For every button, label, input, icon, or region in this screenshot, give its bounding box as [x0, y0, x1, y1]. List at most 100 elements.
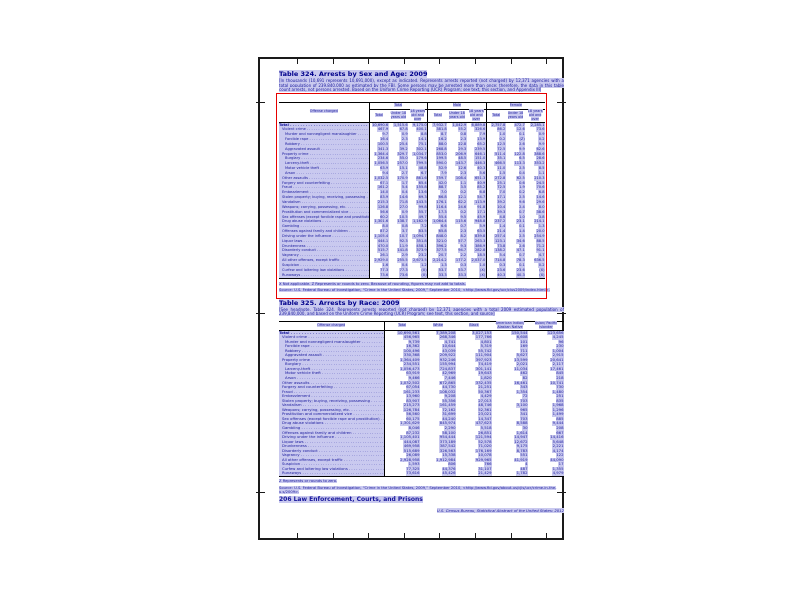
value-cell: 1.6 — [368, 262, 389, 268]
value-cell: 62.6 — [535, 146, 545, 152]
table-row: Larceny-theft1,056,473 724,837 301,141 11,0… — [279, 366, 564, 372]
value-cell: 17.1 — [485, 195, 506, 200]
offense-label: All other offenses, except traffic — [279, 457, 384, 463]
table324-group-header-row: Offense charged Total Male Female — [279, 102, 545, 114]
value-cell: 0.9 — [401, 132, 409, 138]
value-cell: 39.2 — [485, 200, 506, 205]
group-male: Male — [427, 102, 487, 110]
value-cell: 45,426 — [441, 471, 456, 476]
table-row: Stolen property; buying, receiving, poss… — [279, 195, 545, 200]
value-cell: 111,904 — [475, 353, 492, 358]
table-row: Forgery and counterfeiting67.1 1.7 65.442.… — [279, 180, 545, 186]
value-cell: 234.6 — [368, 156, 389, 162]
value-cell: 113.3 — [513, 161, 526, 167]
offense-label: Forgery and counterfeiting — [279, 180, 369, 186]
value-cell: 0.1 — [518, 262, 526, 268]
value-cell: 397,923 — [475, 357, 492, 363]
table-row: Forcible rape16.42.314.116.22.313.90.2(Z… — [279, 137, 545, 142]
value-cell: 66.8 — [427, 195, 448, 200]
value-cell: 31,107 — [477, 466, 492, 472]
value-cell: 15.1 — [399, 166, 409, 171]
value-cell: 7,446 — [444, 375, 456, 381]
table325: Offense charged Total White Black Americ… — [279, 320, 564, 477]
value-cell: 44,090 — [549, 457, 564, 463]
offense-label: Curfew and loitering law violations — [279, 267, 369, 273]
value-cell: 466.5 — [485, 161, 506, 167]
section-footer: 206 Law Enforcement, Courts, and Prisons — [279, 496, 423, 504]
value-cell: 83,907 — [383, 398, 420, 404]
value-cell: 6.8 — [479, 190, 486, 196]
value-cell: 1,056.5 — [368, 161, 389, 167]
value-cell: 255.5 — [396, 258, 409, 263]
value-cell: 1.4 — [518, 229, 526, 234]
value-cell: 470.0 — [368, 243, 389, 249]
offense-label: Property crime — [279, 151, 369, 157]
value-cell: 1,032.5 — [368, 175, 389, 181]
table-row: Total10,690.6 1,515.69,175.07,932.71,042.… — [279, 122, 545, 128]
value-cell: 169 — [519, 344, 528, 349]
col-header: 18 years old and over — [410, 108, 426, 121]
value-cell: 16.4 — [368, 137, 389, 142]
value-cell: 14,416 — [549, 435, 564, 440]
value-cell: 257.0 — [396, 161, 409, 167]
offense-label: Stolen property; buying, receiving, poss… — [279, 195, 369, 200]
value-cell: 4,245 — [552, 335, 564, 340]
value-cell: 40.3 — [516, 272, 526, 278]
value-cell: 17.3 — [427, 209, 448, 215]
col-header: Under 18 years old — [449, 110, 465, 119]
value-cell: 1,301,629 — [383, 421, 420, 426]
value-cell: 3.8 — [538, 214, 545, 220]
table325-body: Total10,690,561 7,389,208 3,027,153 150,544… — [279, 330, 564, 477]
table-row: Liquor laws444,087 373,189 52,578 12,672 5,6… — [279, 439, 564, 445]
col-header: 18 years old and over — [527, 108, 543, 121]
value-cell: 9,175 — [516, 444, 528, 449]
value-cell: 69.3 — [418, 195, 428, 200]
value-cell: 321.0 — [427, 238, 448, 244]
table324-source: Source: U.S. Federal Bureau of Investiga… — [279, 288, 550, 293]
offense-label: Embezzlement — [279, 394, 384, 399]
value-cell: 123.1 — [485, 238, 506, 244]
value-cell: 0.7 — [518, 209, 526, 215]
offense-label: Aggravated assault — [279, 146, 369, 152]
value-cell: 341.3 — [368, 146, 389, 152]
value-cell: 215,273 — [383, 403, 420, 408]
value-cell: 29.3 — [457, 146, 467, 152]
group-female: Female — [485, 102, 545, 110]
value-cell: 2.5 — [518, 233, 526, 239]
value-cell: 8,046 — [383, 425, 420, 431]
value-cell: 714.8 — [485, 258, 506, 263]
value-cell: 0.3 — [459, 262, 467, 268]
value-cell: 1,614 — [516, 430, 528, 436]
value-cell: 0.9 — [538, 132, 545, 138]
value-cell: 6,889.8 — [471, 122, 486, 128]
value-cell: 1,515.6 — [393, 122, 409, 128]
value-cell: 82 — [522, 375, 528, 381]
value-cell: 77.3 — [368, 267, 389, 273]
ruler-tick — [557, 492, 566, 493]
value-cell: (X) — [479, 272, 486, 278]
value-cell: 2.6 — [518, 141, 526, 147]
value-cell: 400.1 — [415, 127, 428, 133]
value-cell: 16.2 — [427, 137, 448, 142]
value-cell: 0.4 — [401, 190, 409, 196]
value-cell: 2.3 — [459, 170, 467, 176]
table-row: Gambling8,046 2,290 5,518 30 208 — [279, 425, 564, 431]
value-cell: 177,766 — [475, 335, 492, 340]
value-cell: 155.8 — [415, 185, 428, 191]
ruler-tick — [439, 59, 440, 64]
value-cell: 667 — [555, 430, 564, 436]
value-cell: 40.3 — [485, 272, 506, 278]
table-row: Embezzlement14.00.413.67.00.26.87.00.26.… — [279, 190, 545, 196]
offense-label: Murder and nonnegligent manslaughter — [279, 339, 384, 345]
value-cell: 4 — [524, 462, 528, 467]
value-cell: 121,594 — [475, 435, 492, 440]
value-cell: 766 — [483, 462, 492, 467]
value-cell: 26.1 — [368, 253, 389, 259]
value-cell: 6,608 — [516, 335, 528, 340]
value-cell: 126.8 — [368, 204, 389, 210]
value-cell: 176.1 — [427, 200, 448, 205]
value-cell: 1.0 — [479, 262, 486, 268]
value-cell: 1,593 — [383, 462, 420, 467]
value-cell: 87.2 — [368, 229, 389, 234]
